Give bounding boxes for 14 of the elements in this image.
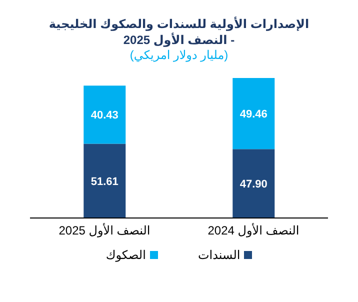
data-label: 49.46 [240, 108, 268, 120]
legend-label: الصكوك [106, 248, 146, 262]
legend-label: السندات [198, 248, 240, 262]
bar [84, 86, 126, 144]
x-tick-label: النصف الأول 2025 [58, 222, 150, 238]
data-label: 51.61 [90, 176, 118, 188]
x-tick-label: النصف الأول 2024 [208, 222, 300, 238]
bar [232, 78, 275, 150]
data-label: 47.90 [240, 178, 268, 190]
data-label: 40.43 [90, 110, 118, 122]
bar [232, 149, 275, 218]
chart-title: الإصدارات الأولية للسندات والصكوك الخليجية - النصف الأول 2025 [48, 16, 310, 48]
bar [84, 144, 126, 218]
chart-subtitle: (مليار دولار امريكي) [128, 48, 230, 62]
